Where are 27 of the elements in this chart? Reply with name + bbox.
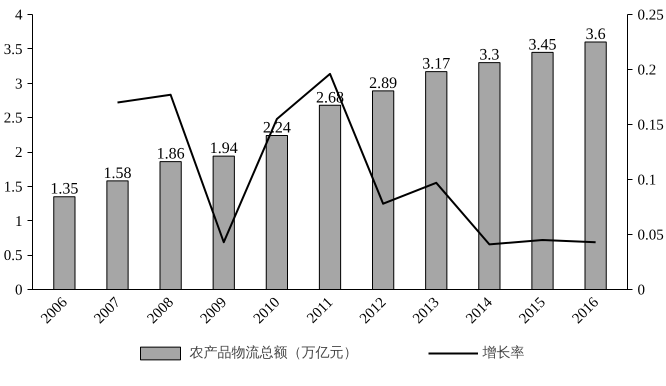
y2-tick-label: 0	[638, 282, 645, 298]
y-tick-label: 0	[15, 282, 22, 298]
y-tick-label: 3.5	[4, 42, 22, 58]
y-tick-label: 1	[15, 214, 22, 230]
data-label: 3.17	[422, 56, 450, 73]
data-label: 3.45	[528, 36, 556, 54]
y-tick-label: 4	[15, 8, 23, 24]
y2-tick-label: 0.05	[638, 228, 664, 244]
y-tick-label: 3	[15, 76, 22, 92]
x-tick-label: 2011	[304, 294, 336, 327]
data-label: 3.3	[479, 46, 500, 64]
data-label: 2.89	[369, 74, 398, 92]
y2-tick-label: 0.25	[638, 8, 664, 24]
y-tick-label: 0.5	[4, 248, 22, 264]
legend-label: 农产品物流总额（万亿元）	[190, 344, 358, 362]
y2-tick-label: 0.15	[638, 118, 664, 134]
data-label: 1.35	[50, 180, 78, 198]
y2-tick-label: 0.2	[638, 62, 656, 78]
legend-label: 增长率	[482, 344, 524, 362]
data-label: 3.6	[586, 26, 606, 43]
y2-tick-label: 0.1	[638, 172, 656, 188]
data-label: 1.86	[156, 146, 185, 163]
data-label: 1.94	[210, 140, 238, 158]
y-tick-label: 2.5	[4, 110, 22, 127]
data-label: 1.58	[104, 164, 132, 182]
y-tick-label: 2	[15, 145, 22, 161]
y-tick-label: 1.5	[4, 179, 22, 196]
